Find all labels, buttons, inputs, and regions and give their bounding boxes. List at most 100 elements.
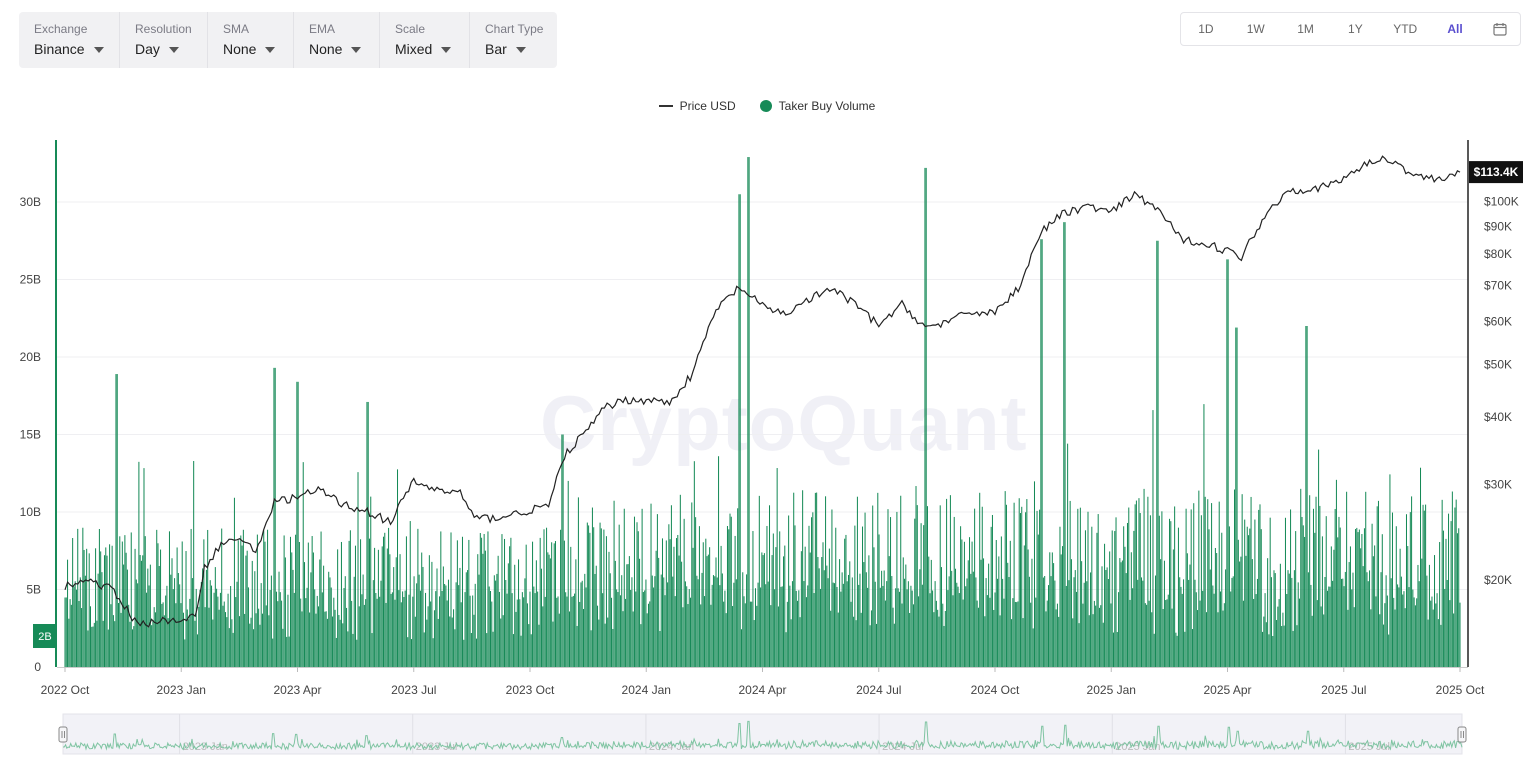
volume-bar <box>1301 516 1303 667</box>
volume-bar <box>1121 560 1123 667</box>
resolution-select[interactable]: Resolution Day <box>119 12 207 68</box>
volume-bar <box>1093 600 1095 667</box>
legend-volume[interactable]: Taker Buy Volume <box>759 99 875 113</box>
volume-bar <box>1101 566 1103 667</box>
volume-bar <box>1262 631 1264 667</box>
volume-bar <box>225 612 227 667</box>
volume-bar <box>794 525 796 667</box>
volume-bar <box>1274 573 1276 667</box>
volume-bar <box>92 626 94 667</box>
range-1y-button[interactable]: 1Y <box>1348 22 1363 36</box>
volume-bar <box>951 570 953 667</box>
scale-select[interactable]: Scale Mixed <box>379 12 469 68</box>
volume-bar <box>162 602 164 667</box>
volume-bar <box>595 565 597 667</box>
volume-bar <box>1250 496 1252 667</box>
volume-bar <box>250 617 252 667</box>
volume-bar <box>291 552 293 667</box>
volume-bar <box>1249 528 1251 667</box>
volume-bar <box>335 637 337 667</box>
exchange-select[interactable]: Exchange Binance <box>19 12 119 68</box>
range-ytd-button[interactable]: YTD <box>1393 22 1418 36</box>
volume-bar <box>1209 569 1211 667</box>
volume-bar <box>1072 618 1074 667</box>
range-1w-button[interactable]: 1W <box>1246 22 1265 36</box>
volume-bar <box>1184 631 1186 667</box>
ema-select[interactable]: EMA None <box>293 12 379 68</box>
navigator-left-handle[interactable] <box>58 726 68 743</box>
volume-bar <box>746 574 748 667</box>
volume-bar <box>423 632 425 667</box>
volume-bar <box>1032 628 1034 667</box>
volume-bar <box>449 616 451 667</box>
volume-bar <box>599 522 601 667</box>
calendar-icon[interactable] <box>1480 22 1520 36</box>
volume-bar <box>1448 513 1450 667</box>
volume-bar <box>375 592 377 667</box>
volume-bar <box>802 490 804 667</box>
volume-bar <box>827 578 829 667</box>
volume-bar <box>1120 562 1122 667</box>
volume-bar <box>935 600 937 667</box>
navigator[interactable]: 2023 Jan 2023 Jul 2024 Jan 2024 Jul 2025 Jan… <box>58 713 1467 755</box>
range-1m-button[interactable]: 1M <box>1297 22 1314 36</box>
volume-bar <box>1314 532 1316 667</box>
y-right-tick-label: $70K <box>1484 278 1512 292</box>
volume-bar <box>826 565 828 667</box>
chart-type-select[interactable]: Chart Type Bar <box>469 12 557 68</box>
volume-bar <box>267 529 269 667</box>
navigator-right-handle[interactable] <box>1457 726 1467 743</box>
sma-select[interactable]: SMA None <box>207 12 293 68</box>
volume-bar <box>78 601 80 667</box>
volume-bar <box>1146 604 1148 667</box>
time-range-selector: 1D 1W 1M 1Y YTD All <box>1180 12 1521 46</box>
volume-bar <box>413 576 415 667</box>
volume-bar <box>366 401 368 667</box>
volume-bar <box>1409 512 1411 667</box>
volume-bar <box>600 528 602 667</box>
volume-bar <box>631 577 633 667</box>
volume-bar <box>1181 593 1183 667</box>
volume-bar <box>589 532 591 667</box>
volume-bar <box>1377 500 1379 667</box>
volume-bar <box>1165 600 1167 667</box>
volume-bar <box>1258 509 1260 667</box>
volume-bar <box>785 632 787 667</box>
volume-bar <box>1096 532 1098 667</box>
legend-price[interactable]: Price USD <box>658 99 736 113</box>
volume-bar <box>79 577 81 667</box>
volume-bar <box>1369 570 1371 667</box>
volume-bar <box>963 541 965 667</box>
volume-bar <box>484 550 486 667</box>
volume-bar <box>412 596 414 667</box>
volume-bar <box>1413 597 1415 667</box>
line-swatch-icon <box>658 105 673 107</box>
volume-bar <box>405 536 407 667</box>
range-1d-button[interactable]: 1D <box>1198 22 1214 36</box>
volume-bar <box>422 566 424 667</box>
volume-bar <box>940 567 942 667</box>
volume-bar <box>188 619 190 667</box>
volume-bar <box>436 568 438 667</box>
volume-bar <box>315 613 317 667</box>
volume-bar <box>1425 504 1427 667</box>
volume-bar <box>669 539 671 667</box>
x-tick-label: 2023 Jul <box>391 683 436 697</box>
volume-bar <box>1063 222 1065 667</box>
volume-bar <box>633 516 635 667</box>
volume-bar <box>174 578 176 667</box>
volume-bar <box>1090 572 1092 667</box>
volume-bar <box>1189 564 1191 667</box>
volume-bar <box>529 591 531 667</box>
volume-bar <box>1193 503 1195 667</box>
volume-bar <box>275 591 277 667</box>
volume-bar <box>414 616 416 667</box>
volume-bar <box>1197 610 1199 667</box>
volume-bar <box>563 540 565 667</box>
volume-bar <box>640 624 642 667</box>
volume-bar <box>176 547 178 667</box>
volume-bar <box>316 595 318 667</box>
range-all-button[interactable]: All <box>1447 22 1463 36</box>
sma-value: None <box>223 41 257 57</box>
volume-bar <box>733 582 735 667</box>
